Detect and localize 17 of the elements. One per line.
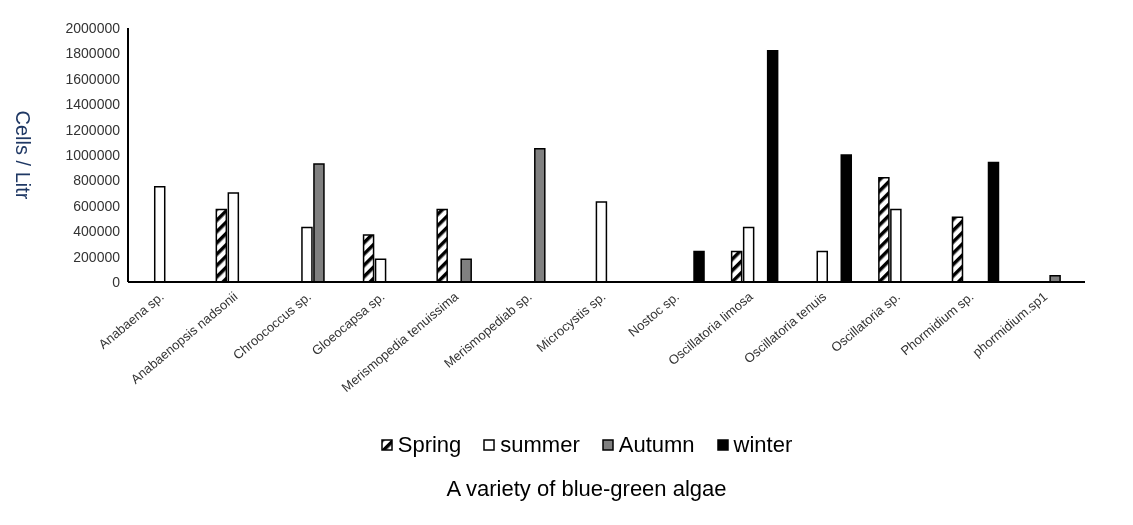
x-axis-title: A variety of blue-green algae [445,476,728,502]
legend-label: Spring [397,432,462,458]
y-tick-label: 1200000 [65,121,121,138]
y-tick-label: 1000000 [65,146,121,163]
y-tick-label: 1800000 [65,45,121,62]
y-tick-label: 200000 [73,248,121,265]
y-tick-label: 400000 [73,223,121,240]
y-axis-title: Cells / Litr [11,110,34,200]
y-tick-label: 800000 [73,172,121,189]
legend-label: summer [500,432,580,458]
legend-label: Autumn [618,432,695,458]
y-tick-label: 1600000 [65,70,121,87]
y-tick-label: 1400000 [65,96,121,113]
y-tick-label: 2000000 [65,19,121,36]
y-tick-label: 0 [112,273,121,290]
legend-label: winter [733,432,793,458]
y-tick-label: 600000 [73,197,121,214]
